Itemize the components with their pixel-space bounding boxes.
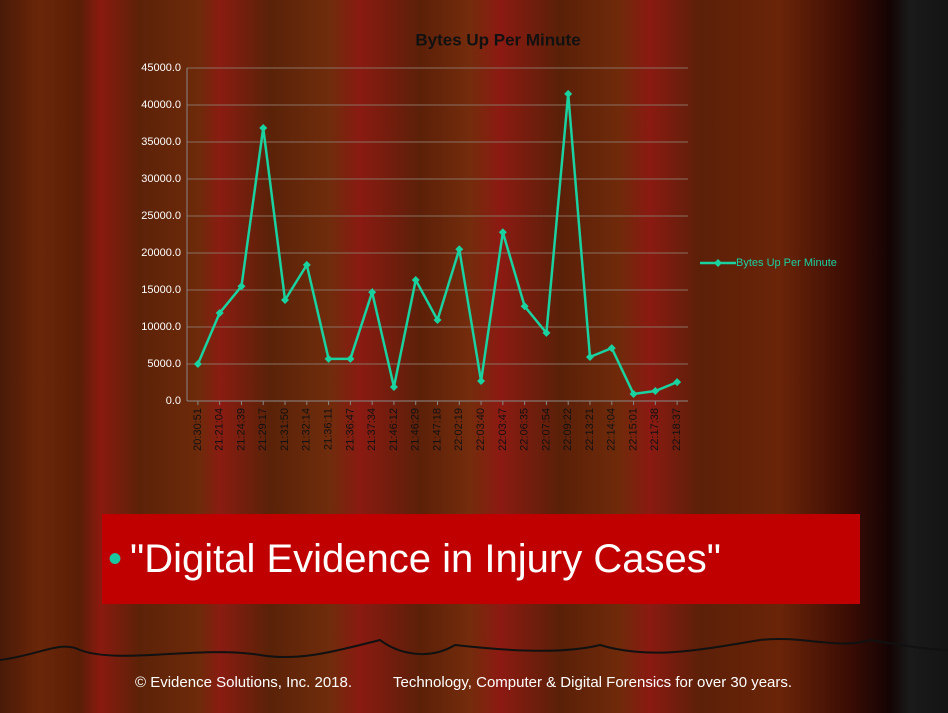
x-tick-label: 22:13:21 (584, 408, 596, 451)
data-point (586, 353, 594, 361)
x-tick-label: 21:46:12 (388, 408, 400, 451)
x-tick-label: 22:03:47 (497, 408, 509, 451)
data-point (673, 378, 681, 386)
chart-title: Bytes Up Per Minute (415, 30, 580, 49)
data-point (325, 355, 333, 363)
y-tick-label: 25000.0 (141, 210, 181, 222)
x-tick-label: 21:21:04 (214, 408, 226, 451)
y-tick-label: 35000.0 (141, 136, 181, 148)
x-tick-label: 22:15:01 (627, 408, 639, 451)
data-point (564, 90, 572, 98)
data-point (630, 390, 638, 398)
x-tick-label: 22:18:37 (671, 408, 683, 451)
data-point (455, 245, 463, 253)
y-tick-label: 45000.0 (141, 62, 181, 74)
bullet-box: •"Digital Evidence in Injury Cases" (102, 514, 860, 604)
bullet-text: "Digital Evidence in Injury Cases" (130, 537, 721, 582)
y-tick-label: 40000.0 (141, 99, 181, 111)
x-tick-label: 22:09:22 (562, 408, 574, 451)
data-point (390, 383, 398, 391)
x-tick-label: 22:06:35 (519, 408, 531, 451)
x-tick-label: 22:03:40 (475, 408, 487, 451)
bullet-dot: • (108, 537, 122, 582)
data-point (651, 387, 659, 395)
x-tick-label: 21:37:34 (366, 408, 378, 451)
data-point (368, 288, 376, 296)
data-point (499, 228, 507, 236)
chart: Bytes Up Per Minute 0.0 5000.0 10000.0 1500… (0, 0, 948, 713)
x-tick-label: 22:07:54 (540, 408, 552, 451)
y-tick-label: 30000.0 (141, 173, 181, 185)
data-point (346, 355, 354, 363)
data-point (259, 124, 267, 132)
x-tick-label: 21:36:11 (322, 408, 334, 450)
x-tick-label: 21:32:14 (301, 408, 313, 451)
data-point (194, 360, 202, 368)
data-point (608, 344, 616, 352)
y-tick-label: 0.0 (166, 395, 181, 407)
y-tick-label: 5000.0 (147, 358, 181, 370)
x-tick-label: 21:36:47 (344, 408, 356, 451)
x-tick-label: 22:14:04 (606, 408, 618, 451)
x-tick-label: 22:17:38 (649, 408, 661, 451)
x-tick-label: 21:24:39 (235, 408, 247, 451)
x-tick-label: 20:30:51 (192, 408, 204, 451)
series-line (198, 94, 677, 394)
y-tick-label: 10000.0 (141, 321, 181, 333)
slide: Bytes Up Per Minute 0.0 5000.0 10000.0 1500… (0, 0, 948, 713)
curtain-edge (0, 639, 948, 660)
y-tick-label: 20000.0 (141, 247, 181, 259)
data-point (477, 377, 485, 385)
y-tick-label: 15000.0 (141, 284, 181, 296)
x-tick-label: 21:46:29 (410, 408, 422, 451)
x-tick-label: 21:47:18 (431, 408, 443, 451)
x-tick-label: 21:31:50 (279, 408, 291, 451)
footer-left: © Evidence Solutions, Inc. 2018. (135, 674, 352, 691)
footer-right: Technology, Computer & Digital Forensics… (393, 674, 792, 691)
legend-label: Bytes Up Per Minute (736, 257, 837, 269)
x-tick-label: 22:02:19 (453, 408, 465, 451)
x-tick-label: 21:29:17 (257, 408, 269, 451)
legend-marker (714, 259, 722, 267)
